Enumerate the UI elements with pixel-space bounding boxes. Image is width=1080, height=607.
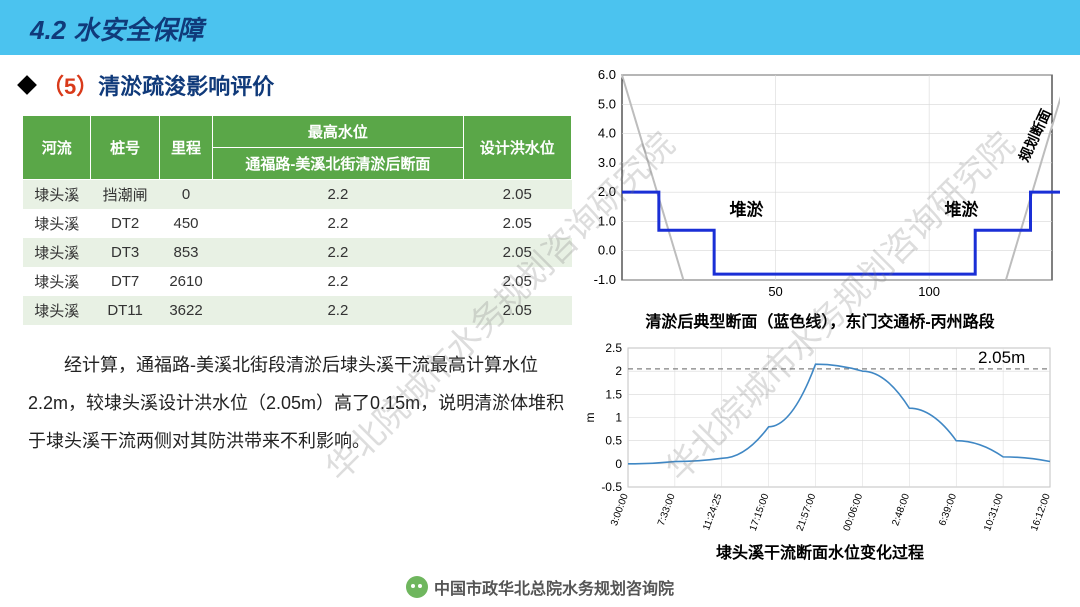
th-pile: 桩号 xyxy=(91,116,159,180)
svg-text:7:33:00: 7:33:00 xyxy=(656,492,678,528)
analysis-paragraph: 经计算，通福路-美溪北街段清淤后埭头溪干流最高计算水位2.2m，较埭头溪设计洪水… xyxy=(28,347,568,460)
svg-text:50: 50 xyxy=(768,284,782,299)
footer-text: 中国市政华北总院水务规划咨询院 xyxy=(434,575,674,599)
table-cell: 埭头溪 xyxy=(23,296,91,325)
svg-text:2.0: 2.0 xyxy=(598,184,616,199)
table-cell: 853 xyxy=(159,238,212,267)
hydrograph-chart: -0.5 0 0.5 1 1.5 2 2.5 m 3:00:00 7:33:00 11:24:25 1… xyxy=(580,340,1060,535)
svg-text:0: 0 xyxy=(615,457,622,471)
svg-text:10:31:00: 10:31:00 xyxy=(982,492,1006,533)
table-cell: 2.05 xyxy=(463,238,571,267)
svg-text:1.5: 1.5 xyxy=(605,387,622,401)
table-cell: 3622 xyxy=(159,296,212,325)
svg-text:3.0: 3.0 xyxy=(598,155,616,170)
table-cell: 2.05 xyxy=(463,209,571,238)
th-river: 河流 xyxy=(23,116,91,180)
table-cell: 埭头溪 xyxy=(23,209,91,238)
svg-text:2.5: 2.5 xyxy=(605,341,622,355)
table-cell: DT2 xyxy=(91,209,159,238)
table-cell: 2.05 xyxy=(463,296,571,325)
th-design: 设计洪水位 xyxy=(463,116,571,180)
chart1-caption: 清淤后典型断面（蓝色线），东门交通桥-丙州路段 xyxy=(580,308,1060,332)
svg-text:21:57:00: 21:57:00 xyxy=(795,492,819,533)
svg-text:4.0: 4.0 xyxy=(598,126,616,141)
table-cell: 2.05 xyxy=(463,267,571,296)
svg-text:3:00:00: 3:00:00 xyxy=(609,492,631,528)
header-bar: 4.2 水安全保障 xyxy=(0,0,1080,55)
svg-text:0.0: 0.0 xyxy=(598,243,616,258)
table-cell: 2.2 xyxy=(213,180,463,210)
table-cell: 2.2 xyxy=(213,238,463,267)
bullet-diamond-icon xyxy=(17,75,37,95)
svg-text:6.0: 6.0 xyxy=(598,69,616,82)
table-cell: 2610 xyxy=(159,267,212,296)
svg-text:-1.0: -1.0 xyxy=(594,272,616,287)
svg-text:100: 100 xyxy=(918,284,940,299)
svg-text:2.05m: 2.05m xyxy=(978,348,1025,367)
svg-text:堆淤: 堆淤 xyxy=(945,200,979,220)
subtitle-text: 清淤疏浚影响评价 xyxy=(98,74,274,99)
table-row: 埭头溪DT24502.22.05 xyxy=(23,209,572,238)
table-row: 埭头溪DT726102.22.05 xyxy=(23,267,572,296)
svg-text:17:15:00: 17:15:00 xyxy=(748,492,772,533)
table-cell: 埭头溪 xyxy=(23,267,91,296)
table-row: 埭头溪DT38532.22.05 xyxy=(23,238,572,267)
svg-text:1.0: 1.0 xyxy=(598,213,616,228)
svg-text:-0.5: -0.5 xyxy=(601,480,622,494)
subtitle: （5）清淤疏浚影响评价 xyxy=(42,69,274,101)
svg-text:0.5: 0.5 xyxy=(605,434,622,448)
content: （5）清淤疏浚影响评价 河流 桩号 里程 最高水位 设计洪水位 通福路-美溪北街… xyxy=(0,55,1080,563)
page-title: 4.2 水安全保障 xyxy=(30,10,1050,47)
subtitle-row: （5）清淤疏浚影响评价 xyxy=(18,69,580,101)
table-cell: 挡潮闸 xyxy=(91,180,159,210)
wechat-icon xyxy=(406,576,428,598)
table-row: 埭头溪DT1136222.22.05 xyxy=(23,296,572,325)
table-cell: 2.05 xyxy=(463,180,571,210)
svg-text:2:48:00: 2:48:00 xyxy=(890,492,912,528)
table-cell: 埭头溪 xyxy=(23,180,91,210)
svg-text:00:06:00: 00:06:00 xyxy=(842,492,866,533)
table-row: 埭头溪挡潮闸02.22.05 xyxy=(23,180,572,210)
svg-text:5.0: 5.0 xyxy=(598,96,616,111)
svg-text:11:24:25: 11:24:25 xyxy=(701,492,725,532)
svg-text:m: m xyxy=(583,413,597,423)
svg-text:6:39:00: 6:39:00 xyxy=(937,492,959,528)
cross-section-chart: -1.00.01.02.03.04.05.06.050100堆淤堆淤规划断面 xyxy=(580,69,1060,304)
table-cell: 2.2 xyxy=(213,296,463,325)
th-mileage: 里程 xyxy=(159,116,212,180)
table-cell: 450 xyxy=(159,209,212,238)
left-column: （5）清淤疏浚影响评价 河流 桩号 里程 最高水位 设计洪水位 通福路-美溪北街… xyxy=(0,69,580,563)
water-level-table: 河流 桩号 里程 最高水位 设计洪水位 通福路-美溪北街清淤后断面 埭头溪挡潮闸… xyxy=(22,115,572,325)
table-cell: 2.2 xyxy=(213,267,463,296)
svg-text:1: 1 xyxy=(615,411,622,425)
right-column: -1.00.01.02.03.04.05.06.050100堆淤堆淤规划断面 清… xyxy=(580,69,1060,563)
chart2-caption: 埭头溪干流断面水位变化过程 xyxy=(580,539,1060,563)
table-cell: DT3 xyxy=(91,238,159,267)
table-cell: 2.2 xyxy=(213,209,463,238)
svg-text:堆淤: 堆淤 xyxy=(730,200,764,220)
footer: 中国市政华北总院水务规划咨询院 xyxy=(406,575,674,599)
table-cell: 埭头溪 xyxy=(23,238,91,267)
table-cell: 0 xyxy=(159,180,212,210)
subtitle-number: （5） xyxy=(42,74,98,99)
svg-text:2: 2 xyxy=(615,364,622,378)
th-maxgroup: 最高水位 xyxy=(213,116,463,148)
svg-text:16:12:00: 16:12:00 xyxy=(1029,492,1053,533)
table-cell: DT7 xyxy=(91,267,159,296)
th-max-sub: 通福路-美溪北街清淤后断面 xyxy=(213,148,463,180)
table-cell: DT11 xyxy=(91,296,159,325)
